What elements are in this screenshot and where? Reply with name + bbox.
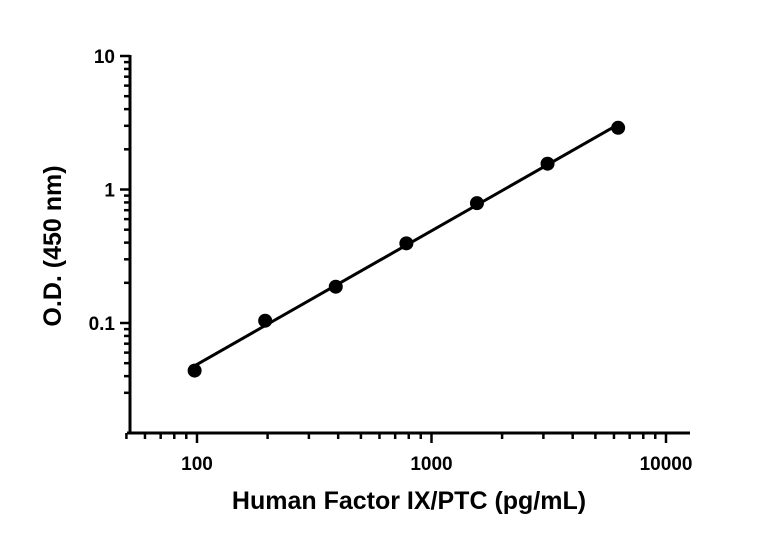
data-point [258,313,273,328]
y-axis-title: O.D. (450 nm) [39,165,67,326]
data-point [328,279,343,294]
x-axis-title: Human Factor IX/PTC (pg/mL) [232,487,586,515]
axes: 0.1 1 10 100 1000 10000 [89,47,693,475]
x-tick-label: 10000 [640,454,693,475]
data-point [611,120,626,135]
y-tick-label: 0.1 [89,314,116,335]
data-points [187,120,626,378]
x-tick-label: 1000 [410,454,452,475]
data-point [399,236,414,251]
y-tick-label: 1 [104,181,115,202]
y-tick-label: 10 [94,47,115,68]
data-point [187,363,202,378]
x-tick-label: 100 [181,454,213,475]
data-point [469,196,484,211]
data-point [540,156,555,171]
